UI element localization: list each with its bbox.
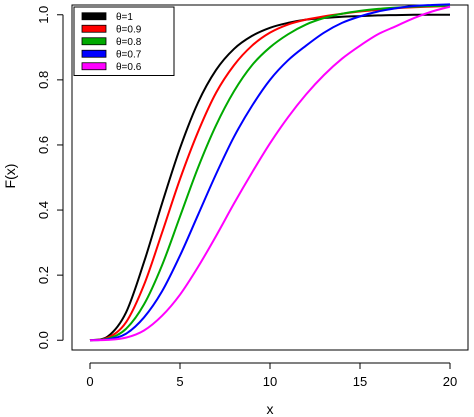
legend-label: θ=0.6 — [116, 62, 142, 73]
legend-label: θ=0.8 — [116, 37, 142, 48]
y-tick-label: 0.2 — [36, 266, 51, 284]
y-tick-label: 0.8 — [36, 71, 51, 89]
x-axis-title: x — [267, 401, 274, 417]
y-tick-label: 0.0 — [36, 331, 51, 349]
plot-frame — [71, 4, 469, 351]
series-line-3 — [89, 4, 451, 342]
legend: θ=1θ=0.9 θ=0.8θ=0.7 θ=0.6 — [73, 6, 175, 76]
legend-swatch — [81, 24, 107, 33]
y-axis-title: F(x) — [2, 164, 18, 189]
y-tick-label: 1.0 — [36, 6, 51, 24]
legend-swatch — [81, 12, 107, 21]
x-tick-label: 20 — [443, 374, 457, 389]
legend-label: θ=1 — [116, 12, 133, 23]
series-line-1 — [89, 13, 450, 342]
x-tick-label: 0 — [86, 374, 93, 389]
series-line-5 — [89, 5, 451, 342]
x-tick-label: 5 — [176, 374, 183, 389]
legend-swatch — [81, 37, 107, 46]
legend-label: θ=0.7 — [116, 49, 142, 60]
legend-swatch — [81, 62, 107, 71]
series-layer — [89, 3, 451, 342]
legend-label: θ=0.9 — [116, 24, 142, 35]
series-line-4 — [89, 3, 451, 342]
y-tick-label: 0.4 — [36, 201, 51, 219]
x-tick-label: 15 — [353, 374, 367, 389]
y-tick-label: 0.6 — [36, 136, 51, 154]
x-tick-label: 10 — [263, 374, 277, 389]
legend-swatch — [81, 49, 107, 58]
axes: 0 5 10 15 20 0.0 0.2 0.4 0.6 0.8 1.0 — [36, 6, 457, 389]
